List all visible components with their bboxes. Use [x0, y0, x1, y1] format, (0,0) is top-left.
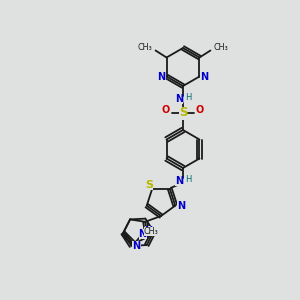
- Text: N: N: [139, 229, 147, 239]
- Text: N: N: [132, 241, 140, 251]
- Text: CH₃: CH₃: [144, 227, 159, 236]
- Text: CH₃: CH₃: [214, 43, 228, 52]
- Text: N: N: [158, 71, 166, 82]
- Text: N: N: [145, 226, 153, 236]
- Text: S: S: [145, 180, 153, 190]
- Text: N: N: [175, 176, 183, 186]
- Text: O: O: [196, 105, 204, 115]
- Text: S: S: [179, 106, 187, 119]
- Text: N: N: [200, 71, 208, 82]
- Text: H: H: [185, 176, 191, 184]
- Text: CH₃: CH₃: [138, 43, 152, 52]
- Text: H: H: [185, 94, 191, 103]
- Text: N: N: [177, 201, 185, 211]
- Text: N: N: [175, 94, 183, 104]
- Text: O: O: [162, 105, 170, 115]
